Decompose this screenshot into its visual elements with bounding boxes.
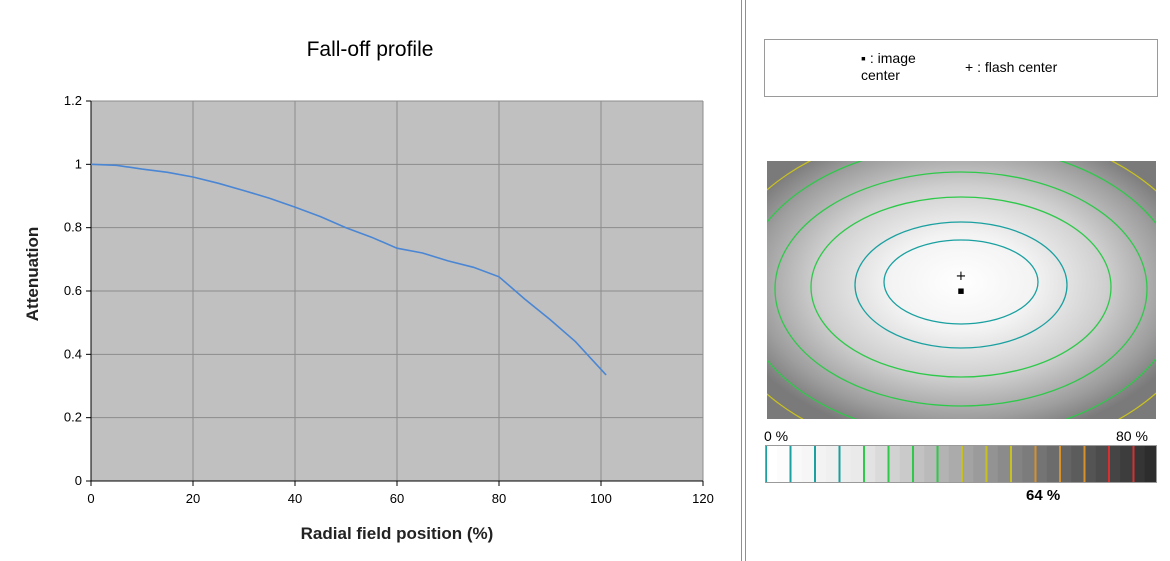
colorbar-cell (899, 445, 913, 483)
colorbar-cell (936, 445, 950, 483)
legend-image-label-line2: center (861, 67, 900, 83)
y-tick-label: 0.6 (64, 283, 82, 298)
colorbar-contour-marker (1034, 445, 1037, 483)
y-tick-label: 0.2 (64, 410, 82, 425)
colorbar-contour-marker (838, 445, 841, 483)
colorbar-contour-marker (1132, 445, 1135, 483)
colorbar-cell (789, 445, 803, 483)
colorbar-cell (912, 445, 925, 483)
colorbar-cell (875, 445, 889, 483)
colorbar-cell (1034, 445, 1048, 483)
colorbar-cell (838, 445, 852, 483)
colorbar-contour-marker (1108, 445, 1110, 483)
x-tick-label: 100 (590, 491, 612, 506)
colorbar-cell (826, 445, 840, 483)
colorbar-cell (985, 445, 999, 483)
falloff-contour-map: + ▪ (767, 161, 1156, 419)
colorbar-contour-marker (887, 445, 890, 483)
image-center-marker-icon: ▪ (861, 50, 866, 66)
x-tick-label: 60 (390, 491, 404, 506)
colorbar-cell (765, 445, 778, 483)
x-axis-label: Radial field position (%) (301, 524, 494, 543)
gridlines (91, 100, 704, 481)
colorbar-cell (777, 445, 791, 483)
colorbar-contour-marker (961, 445, 963, 483)
falloff-chart-svg: Fall-off profile 0 20 40 60 80 100 120 0 0.2 0.4… (23, 38, 714, 543)
scale-max-label: 80 % (1116, 428, 1148, 444)
colorbar-cell (1059, 445, 1072, 483)
falloff-chart: Fall-off profile 0 20 40 60 80 100 120 0 0.2 0.4… (23, 38, 714, 543)
legend-flash-label: : flash center (977, 59, 1058, 75)
y-tick-label: 0.8 (64, 220, 82, 235)
flash-center-marker-icon: + (956, 269, 967, 284)
y-tick-label: 0.4 (64, 346, 82, 361)
x-tick-label: 80 (492, 491, 506, 506)
colorbar-cell (948, 445, 962, 483)
contour-line (854, 221, 1068, 349)
colorbar-contour-marker (1010, 445, 1012, 483)
colorbar-cell (863, 445, 876, 483)
legend-image-center: ▪ : image center (861, 50, 951, 84)
colorbar-cell (1083, 445, 1097, 483)
colorbar-cell (997, 445, 1011, 483)
colorbar-cell (850, 445, 864, 483)
y-tick-label: 1.2 (64, 93, 82, 108)
colorbar-cell (1132, 445, 1146, 483)
colorbar-cell (1108, 445, 1121, 483)
colorbar-cell (924, 445, 938, 483)
colorbar-contour-marker (936, 445, 939, 483)
contour-line (883, 239, 1039, 325)
panel-divider (745, 0, 746, 561)
colorbar-border (765, 445, 1157, 483)
colorbar-contour-marker (789, 445, 792, 483)
colorbar-cell (1144, 445, 1157, 483)
x-tick-label: 0 (87, 491, 94, 506)
colorbar-cell (887, 445, 901, 483)
y-tick-label: 0 (75, 473, 82, 488)
colorbar-cell (1071, 445, 1085, 483)
colorbar-contour-marker (1083, 445, 1086, 483)
colorbar-cell (961, 445, 974, 483)
image-center-marker-icon: ▪ (957, 284, 964, 297)
x-tick-label: 120 (692, 491, 714, 506)
colorbar-contour-marker (814, 445, 816, 483)
colorbar-cells (765, 445, 1157, 483)
marker-legend: ▪ : image center + : flash center (764, 39, 1158, 97)
contour-lines (767, 161, 1156, 419)
chart-title: Fall-off profile (307, 38, 434, 61)
x-tick-labels: 0 20 40 60 80 100 120 (87, 491, 713, 506)
colorbar-contour-marker (912, 445, 914, 483)
series-line-attenuation (90, 163, 607, 376)
y-tick-labels: 0 0.2 0.4 0.6 0.8 1 1.2 (64, 93, 82, 488)
contour-line (810, 196, 1112, 378)
contour-line (774, 171, 1148, 407)
falloff-map-background (767, 161, 1156, 419)
y-axis-label: Attenuation (23, 227, 42, 321)
colorbar-cell (1010, 445, 1023, 483)
colorbar-cell (801, 445, 815, 483)
attenuation-readout: 64 % (1026, 487, 1061, 504)
flash-center-marker-icon: + (965, 59, 974, 75)
colorbar-cell (1046, 445, 1060, 483)
x-tick-label: 20 (186, 491, 200, 506)
x-tick-label: 40 (288, 491, 302, 506)
panel-divider (741, 0, 742, 561)
colorbar-cell (1095, 445, 1109, 483)
colorbar-contour-marker (1059, 445, 1061, 483)
colorbar-cell (814, 445, 827, 483)
scale-min-label: 0 % (764, 428, 789, 444)
colorbar-contour-marker (985, 445, 988, 483)
colorbar-cell (1022, 445, 1036, 483)
legend-flash-center: + : flash center (965, 59, 1057, 75)
colorbar-contour-marker (863, 445, 865, 483)
legend-image-label-line1: : image (869, 50, 916, 66)
falloff-colorbar (765, 445, 1157, 483)
colorbar-cell (973, 445, 987, 483)
colorbar-cell (1120, 445, 1134, 483)
y-tick-label: 1 (75, 156, 82, 171)
